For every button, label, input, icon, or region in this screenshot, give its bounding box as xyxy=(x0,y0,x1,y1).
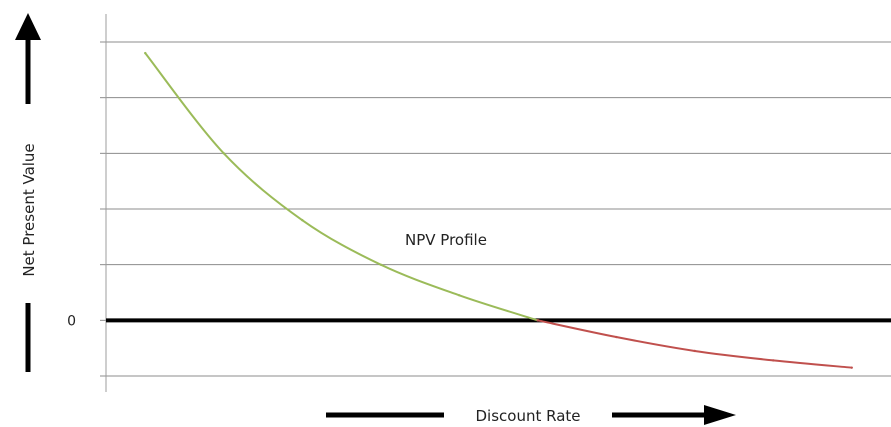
data-point xyxy=(222,152,225,155)
y-axis-arrow-head xyxy=(15,13,41,40)
data-point xyxy=(379,263,382,266)
data-point xyxy=(693,349,696,353)
x-axis-label: Discount Rate xyxy=(475,407,580,425)
data-point xyxy=(458,294,461,297)
y-axis-label: Net Present Value xyxy=(20,143,38,276)
x-axis-arrow-head xyxy=(704,405,736,425)
data-point xyxy=(850,366,853,369)
data-point xyxy=(615,335,618,339)
annotation-label: NPV Profile xyxy=(405,231,487,249)
series-line-positive xyxy=(144,52,539,322)
series-line-negative xyxy=(537,319,852,369)
series-group xyxy=(144,51,853,369)
data-point xyxy=(144,51,147,55)
data-point xyxy=(536,319,539,322)
y-tick-label: 0 xyxy=(67,313,76,329)
data-point xyxy=(301,218,304,222)
labels: 0 NPV Profile Discount Rate Net Present Val… xyxy=(15,13,736,425)
axes xyxy=(100,14,891,392)
data-point xyxy=(772,359,775,362)
gridlines xyxy=(100,41,891,377)
